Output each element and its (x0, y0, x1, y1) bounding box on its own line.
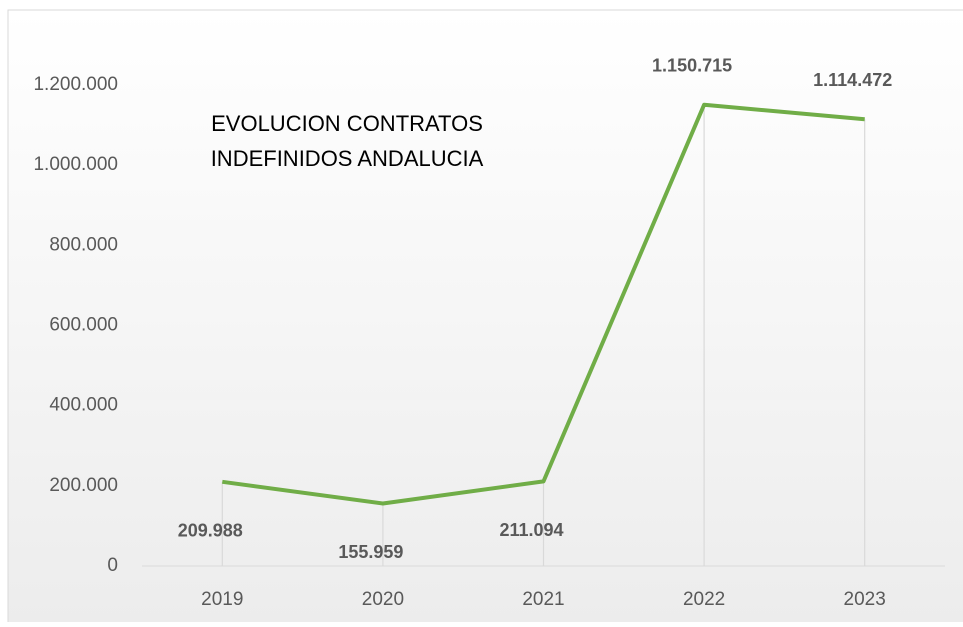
y-tick-label: 800.000 (49, 234, 118, 255)
x-tick-label: 2021 (522, 589, 564, 610)
y-tick-label: 400.000 (49, 395, 118, 416)
y-tick-label: 1.000.000 (33, 154, 118, 175)
y-tick-label: 0 (107, 555, 118, 576)
y-tick-label: 1.200.000 (33, 74, 118, 95)
x-tick-label: 2020 (362, 589, 404, 610)
x-tick-label: 2022 (683, 589, 725, 610)
data-label: 155.959 (338, 542, 403, 562)
data-label: 211.094 (499, 520, 563, 540)
y-tick-label: 600.000 (49, 315, 118, 336)
chart-area (7, 9, 963, 627)
data-line (222, 102, 865, 506)
data-label: 209.988 (178, 521, 243, 541)
data-label: 1.114.472 (813, 70, 892, 90)
chart-title-line: EVOLUCION CONTRATOS (211, 111, 483, 136)
data-label: 1.150.715 (652, 56, 732, 76)
x-tick-label: 2023 (844, 589, 886, 610)
x-tick-label: 2019 (201, 589, 243, 610)
chart-title: EVOLUCION CONTRATOS INDEFINIDOS ANDALUCI… (211, 111, 484, 171)
y-tick-label: 200.000 (49, 475, 118, 496)
chart-title-line: INDEFINIDOS ANDALUCIA (211, 146, 484, 171)
